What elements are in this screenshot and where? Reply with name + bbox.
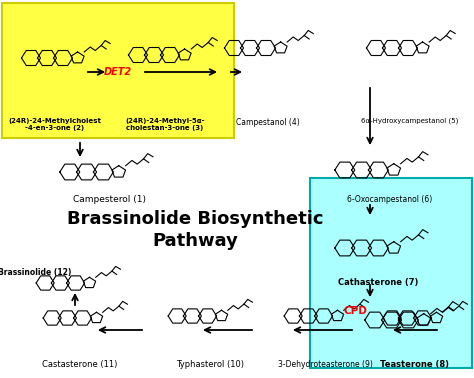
Text: Brassinolide Biosynthetic
Pathway: Brassinolide Biosynthetic Pathway	[67, 210, 323, 250]
Text: Brassinolide (12): Brassinolide (12)	[0, 268, 72, 277]
Bar	[310, 178, 472, 368]
Text: 3-Dehydroteasterone (9): 3-Dehydroteasterone (9)	[278, 360, 373, 369]
Bar	[2, 3, 234, 138]
Text: Campesterol (1): Campesterol (1)	[73, 195, 146, 204]
Text: Teasterone (8): Teasterone (8)	[381, 360, 449, 369]
Text: Castasterone (11): Castasterone (11)	[42, 360, 118, 369]
Text: Campestanol (4): Campestanol (4)	[236, 118, 300, 127]
Text: DET2: DET2	[104, 67, 132, 77]
Text: Typhasterol (10): Typhasterol (10)	[176, 360, 244, 369]
Text: CPD: CPD	[343, 306, 367, 316]
Text: (24R)-24-Methylcholest
-4-en-3-one (2): (24R)-24-Methylcholest -4-en-3-one (2)	[9, 118, 101, 131]
Text: Cathasterone (7): Cathasterone (7)	[338, 278, 418, 287]
Text: 6-Oxocampestanol (6): 6-Oxocampestanol (6)	[347, 195, 433, 204]
Text: 6α-Hydroxycampestanol (5): 6α-Hydroxycampestanol (5)	[361, 118, 459, 124]
Text: (24R)-24-Methyl-5α-
cholestan-3-one (3): (24R)-24-Methyl-5α- cholestan-3-one (3)	[125, 118, 205, 131]
